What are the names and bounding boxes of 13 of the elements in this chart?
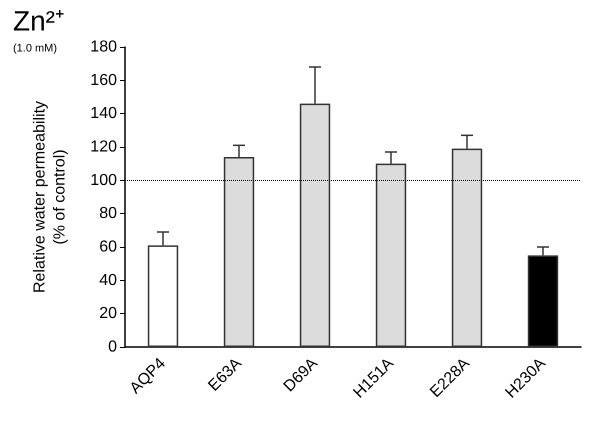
chart-title: Zn²⁺: [13, 6, 64, 36]
y-tick-label: 80: [99, 205, 118, 222]
y-axis-title: Relative water permeability (% of control): [32, 100, 68, 294]
y-tick-label: 0: [108, 338, 118, 356]
y-tick-label: 40: [99, 272, 118, 289]
y-tick-label: 60: [99, 238, 118, 256]
text: (1.0 mM): [13, 42, 57, 54]
y-tick-label: 120: [90, 138, 118, 156]
y-tick-label: 160: [90, 72, 118, 89]
y-tick-label: 140: [90, 105, 118, 122]
y-tick-label: 100: [90, 172, 118, 189]
y-tick-label: 20: [99, 305, 118, 322]
y-tick-label: 180: [90, 38, 118, 56]
